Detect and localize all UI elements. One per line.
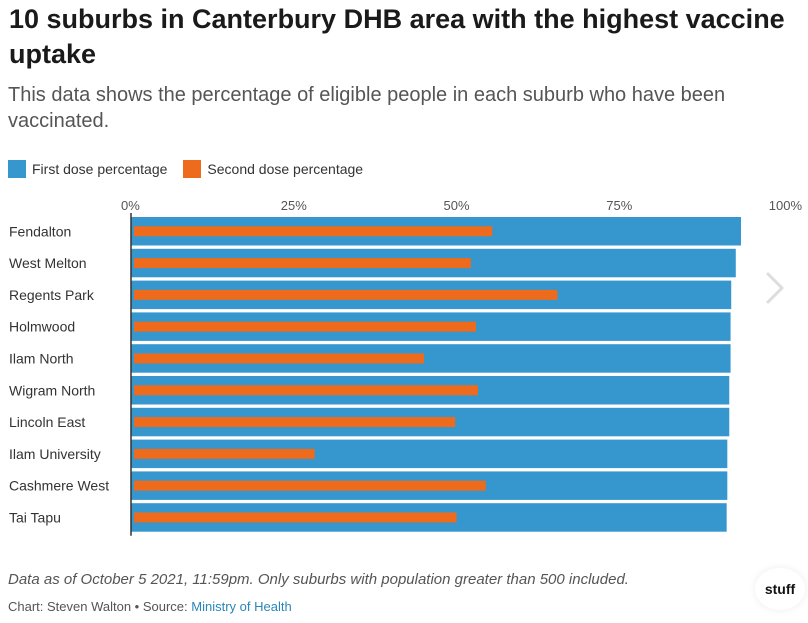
x-tick-label: 0% [121, 198, 140, 213]
bar-second-dose [134, 480, 486, 491]
x-tick-label: 100% [769, 198, 803, 213]
category-label: Lincoln East [9, 414, 85, 430]
legend-label-first-dose: First dose percentage [32, 161, 168, 177]
category-label: Tai Tapu [9, 509, 61, 525]
source-link[interactable]: Ministry of Health [191, 599, 292, 614]
category-label: Fendalton [9, 223, 71, 239]
bar-second-dose [134, 226, 493, 237]
footnote: Data as of October 5 2021, 11:59pm. Only… [8, 571, 629, 588]
category-label: Wigram North [9, 382, 95, 398]
category-label: Ilam University [9, 446, 101, 462]
bar-chart: 0% 25% 50% 75% 100% Fendalton West Melton Regen… [9, 198, 803, 536]
legend-item-first-dose: First dose percentage [8, 160, 167, 178]
bar-second-dose [134, 512, 457, 523]
category-label: West Melton [9, 255, 87, 271]
category-label: Holmwood [9, 319, 75, 335]
chevron-right-icon[interactable] [760, 268, 788, 308]
stuff-logo: stuff [755, 568, 805, 610]
legend: First dose percentage Second dose percen… [8, 157, 379, 181]
chart-title: 10 suburbs in Canterbury DHB area with t… [9, 4, 785, 69]
bar-second-dose [134, 353, 424, 364]
x-tick-label: 50% [443, 198, 469, 213]
chart-subtitle: This data shows the percentage of eligib… [8, 84, 726, 132]
legend-label-second-dose: Second dose percentage [207, 161, 364, 177]
bar-second-dose [134, 417, 456, 428]
legend-swatch-first-dose [8, 160, 26, 178]
legend-swatch-second-dose [183, 160, 202, 178]
x-tick-label: 25% [281, 198, 307, 213]
x-tick-label: 75% [606, 198, 632, 213]
bar-second-dose [134, 289, 558, 300]
bar-second-dose [134, 321, 477, 332]
chart-credit: Chart: Steven Walton • Source: Ministry … [8, 599, 292, 614]
category-label: Regents Park [9, 287, 95, 303]
legend-item-second-dose: Second dose percentage [183, 160, 363, 178]
category-label: Ilam North [9, 350, 74, 366]
category-label: Cashmere West [9, 478, 109, 494]
bar-second-dose [134, 385, 478, 396]
credit-text: Chart: Steven Walton • Source: [8, 599, 192, 614]
bar-second-dose [134, 258, 471, 269]
bar-second-dose [134, 448, 315, 459]
